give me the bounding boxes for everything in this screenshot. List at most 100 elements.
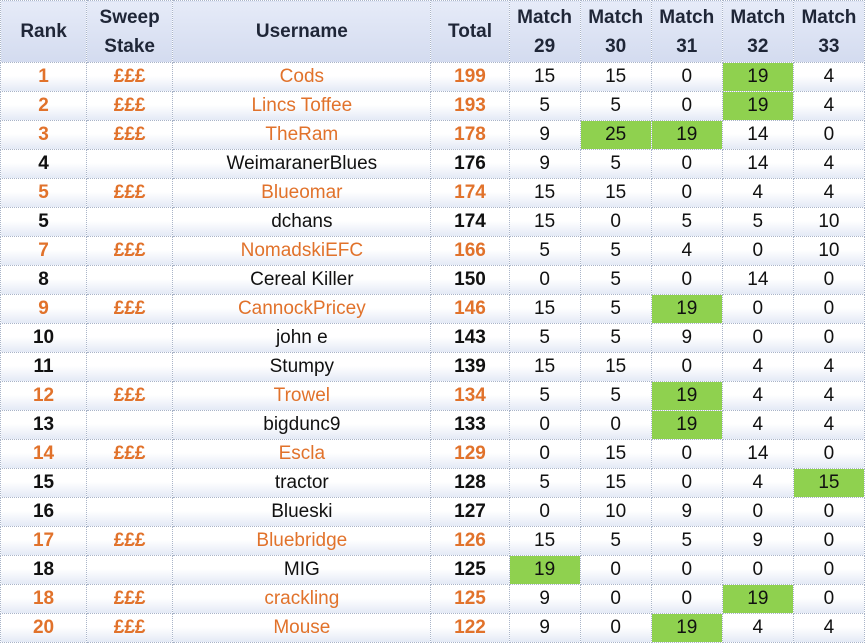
table-row[interactable]: 3 £££ TheRam 178 9 25 19 14 0: [0, 120, 865, 150]
username-cell: Cereal Killer: [172, 265, 432, 295]
match-score-cell: 15: [508, 294, 581, 324]
match-score-cell: 0: [650, 265, 723, 295]
header-match-word: Match: [588, 6, 644, 28]
table-row[interactable]: 12 £££ Trowel 134 5 5 19 4 4: [0, 381, 865, 411]
username-cell: Bluebridge: [172, 526, 432, 556]
rank-cell: 16: [0, 497, 88, 527]
username-cell: Blueomar: [172, 178, 432, 208]
header-username[interactable]: Username: [172, 0, 432, 63]
table-row[interactable]: 5 dchans 174 15 0 5 5 10: [0, 207, 865, 237]
total-cell: 125: [430, 584, 510, 614]
username-cell: CannockPricey: [172, 294, 432, 324]
match-score-cell: 4: [792, 91, 865, 121]
table-row[interactable]: 7 £££ NomadskiEFC 166 5 5 4 0 10: [0, 236, 865, 266]
match-score-cell: 0: [721, 323, 794, 353]
match-score-cell: 4: [721, 381, 794, 411]
match-score-cell: 0: [579, 555, 652, 585]
match-score-cell: 5: [508, 381, 581, 411]
table-row[interactable]: 17 £££ Bluebridge 126 15 5 5 9 0: [0, 526, 865, 556]
match-score-cell: 4: [792, 352, 865, 382]
header-match-number: 32: [747, 35, 769, 57]
sweep-stake-cell: £££: [86, 584, 174, 614]
username-cell: Escla: [172, 439, 432, 469]
sweep-stake-cell: [86, 265, 174, 295]
match-score-cell: 14: [721, 265, 794, 295]
header-match-number: 29: [534, 35, 556, 57]
table-row[interactable]: 14 £££ Escla 129 0 15 0 14 0: [0, 439, 865, 469]
match-score-cell: 4: [650, 236, 723, 266]
rank-cell: 17: [0, 526, 88, 556]
table-row[interactable]: 8 Cereal Killer 150 0 5 0 14 0: [0, 265, 865, 295]
match-score-cell: 15: [579, 62, 652, 92]
table-row[interactable]: 20 £££ Mouse 122 9 0 19 4 4: [0, 613, 865, 643]
rank-cell: 8: [0, 265, 88, 295]
header-total[interactable]: Total: [430, 0, 510, 63]
total-cell: 129: [430, 439, 510, 469]
username-cell: Cods: [172, 62, 432, 92]
rank-cell: 1: [0, 62, 88, 92]
rank-cell: 3: [0, 120, 88, 150]
match-score-cell: 25: [579, 120, 652, 150]
header-sweep-stake[interactable]: Sweep Stake: [86, 0, 174, 63]
sweep-stake-cell: £££: [86, 439, 174, 469]
match-score-cell: 0: [792, 555, 865, 585]
table-row[interactable]: 11 Stumpy 139 15 15 0 4 4: [0, 352, 865, 382]
total-cell: 178: [430, 120, 510, 150]
header-match-number: 30: [605, 35, 627, 57]
rank-cell: 5: [0, 207, 88, 237]
table-row[interactable]: 18 MIG 125 19 0 0 0 0: [0, 555, 865, 585]
match-score-cell: 15: [579, 468, 652, 498]
table-row[interactable]: 13 bigdunc9 133 0 0 19 4 4: [0, 410, 865, 440]
match-score-cell: 14: [721, 439, 794, 469]
leaderboard-body: 1 £££ Cods 199 15 15 0 19 4 2 £££ Lincs Toffee 193 5 5…: [0, 62, 865, 643]
match-score-cell: 5: [508, 323, 581, 353]
username-cell: bigdunc9: [172, 410, 432, 440]
username-cell: tractor: [172, 468, 432, 498]
match-score-cell: 0: [579, 584, 652, 614]
match-score-cell: 15: [508, 207, 581, 237]
rank-cell: 18: [0, 555, 88, 585]
match-score-cell: 5: [579, 526, 652, 556]
header-sweep-line2: Stake: [104, 35, 155, 57]
match-score-cell: 5: [508, 236, 581, 266]
username-cell: WeimaranerBlues: [172, 149, 432, 179]
table-row[interactable]: 1 £££ Cods 199 15 15 0 19 4: [0, 62, 865, 92]
match-score-cell: 5: [579, 149, 652, 179]
table-row[interactable]: 9 £££ CannockPricey 146 15 5 19 0 0: [0, 294, 865, 324]
header-match-word: Match: [801, 6, 857, 28]
match-score-cell: 0: [792, 323, 865, 353]
match-score-cell: 9: [508, 149, 581, 179]
header-rank[interactable]: Rank: [0, 0, 88, 63]
table-row[interactable]: 18 £££ crackling 125 9 0 0 19 0: [0, 584, 865, 614]
sweep-stake-cell: £££: [86, 236, 174, 266]
match-score-cell: 10: [792, 236, 865, 266]
rank-cell: 2: [0, 91, 88, 121]
header-match-30[interactable]: Match 30: [579, 0, 652, 63]
rank-cell: 11: [0, 352, 88, 382]
table-row[interactable]: 2 £££ Lincs Toffee 193 5 5 0 19 4: [0, 91, 865, 121]
match-score-cell: 19: [650, 294, 723, 324]
table-row[interactable]: 4 WeimaranerBlues 176 9 5 0 14 4: [0, 149, 865, 179]
header-match-31[interactable]: Match 31: [650, 0, 723, 63]
match-score-cell: 19: [650, 613, 723, 643]
table-row[interactable]: 16 Blueski 127 0 10 9 0 0: [0, 497, 865, 527]
sweep-stake-cell: £££: [86, 381, 174, 411]
table-row[interactable]: 10 john e 143 5 5 9 0 0: [0, 323, 865, 353]
match-score-cell: 9: [650, 497, 723, 527]
header-match-32[interactable]: Match 32: [721, 0, 794, 63]
table-row[interactable]: 15 tractor 128 5 15 0 4 15: [0, 468, 865, 498]
rank-cell: 9: [0, 294, 88, 324]
match-score-cell: 5: [650, 207, 723, 237]
match-score-cell: 19: [650, 120, 723, 150]
match-score-cell: 15: [508, 352, 581, 382]
match-score-cell: 4: [721, 468, 794, 498]
sweep-stake-cell: [86, 149, 174, 179]
table-row[interactable]: 5 £££ Blueomar 174 15 15 0 4 4: [0, 178, 865, 208]
sweep-stake-cell: £££: [86, 91, 174, 121]
sweep-stake-cell: [86, 410, 174, 440]
header-match-33[interactable]: Match 33: [792, 0, 865, 63]
match-score-cell: 19: [650, 410, 723, 440]
header-match-29[interactable]: Match 29: [508, 0, 581, 63]
match-score-cell: 4: [721, 613, 794, 643]
rank-cell: 10: [0, 323, 88, 353]
